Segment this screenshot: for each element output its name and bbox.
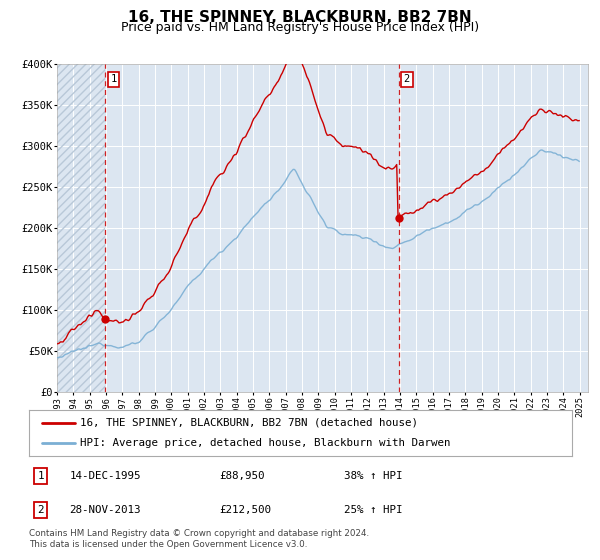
Text: 14-DEC-1995: 14-DEC-1995 [70, 471, 141, 481]
Text: 25% ↑ HPI: 25% ↑ HPI [344, 505, 402, 515]
Text: 2: 2 [37, 505, 44, 515]
Text: 16, THE SPINNEY, BLACKBURN, BB2 7BN (detached house): 16, THE SPINNEY, BLACKBURN, BB2 7BN (det… [80, 418, 418, 428]
Bar [57, 64, 106, 392]
Text: 1: 1 [37, 471, 44, 481]
Text: 28-NOV-2013: 28-NOV-2013 [70, 505, 141, 515]
Text: £212,500: £212,500 [219, 505, 271, 515]
Text: Price paid vs. HM Land Registry's House Price Index (HPI): Price paid vs. HM Land Registry's House … [121, 21, 479, 34]
Text: 1: 1 [110, 74, 116, 84]
Text: 38% ↑ HPI: 38% ↑ HPI [344, 471, 402, 481]
Text: 2: 2 [404, 74, 410, 84]
Text: £88,950: £88,950 [219, 471, 265, 481]
Bar [57, 64, 106, 392]
Text: Contains HM Land Registry data © Crown copyright and database right 2024.
This d: Contains HM Land Registry data © Crown c… [29, 529, 369, 549]
Text: HPI: Average price, detached house, Blackburn with Darwen: HPI: Average price, detached house, Blac… [80, 438, 451, 449]
Text: 16, THE SPINNEY, BLACKBURN, BB2 7BN: 16, THE SPINNEY, BLACKBURN, BB2 7BN [128, 10, 472, 25]
